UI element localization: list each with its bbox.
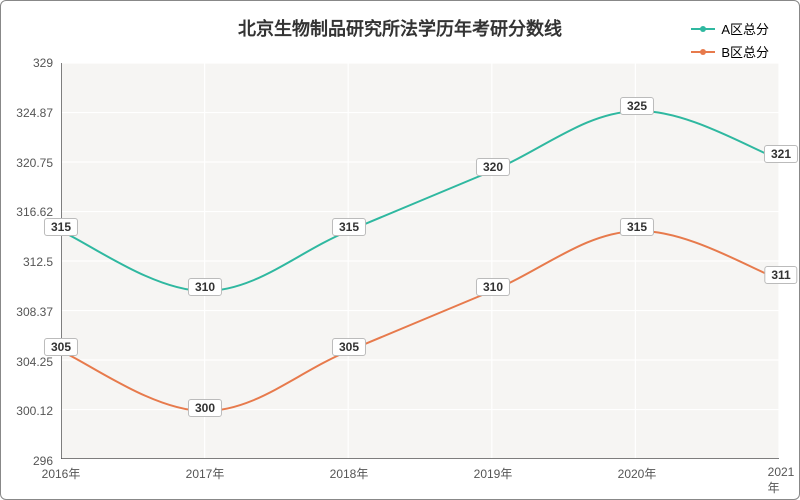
legend: A区总分 B区总分 (691, 19, 769, 65)
point-label: 310 (476, 278, 510, 296)
x-tick-label: 2021年 (768, 459, 795, 496)
legend-swatch-a (691, 28, 715, 30)
y-tick-label: 329 (33, 56, 61, 70)
legend-item-b: B区总分 (691, 42, 769, 61)
chart-container: 北京生物制品研究所法学历年考研分数线 A区总分 B区总分 296300.1230… (0, 0, 800, 500)
point-label: 305 (44, 338, 78, 356)
x-tick-label: 2017年 (186, 459, 225, 482)
legend-dot-a (700, 26, 706, 32)
plot-area: 296300.12304.25308.37312.5316.62320.7532… (61, 63, 779, 459)
x-tick-label: 2019年 (474, 459, 513, 482)
legend-label-a: A区总分 (721, 19, 769, 38)
y-tick-label: 304.25 (16, 355, 61, 369)
legend-label-b: B区总分 (721, 42, 769, 61)
chart-title: 北京生物制品研究所法学历年考研分数线 (1, 15, 799, 41)
point-label: 310 (188, 278, 222, 296)
point-label: 300 (188, 399, 222, 417)
x-tick-label: 2016年 (42, 459, 81, 482)
point-label: 315 (620, 218, 654, 236)
legend-swatch-b (691, 51, 715, 53)
legend-dot-b (700, 49, 706, 55)
point-label: 305 (332, 338, 366, 356)
x-tick-label: 2020年 (618, 459, 657, 482)
point-label: 325 (620, 97, 654, 115)
y-tick-label: 324.87 (16, 106, 61, 120)
x-tick-label: 2018年 (330, 459, 369, 482)
legend-item-a: A区总分 (691, 19, 769, 38)
y-tick-label: 308.37 (16, 305, 61, 319)
y-tick-label: 300.12 (16, 404, 61, 418)
point-label: 320 (476, 158, 510, 176)
point-label: 315 (44, 218, 78, 236)
y-tick-label: 320.75 (16, 156, 61, 170)
point-label: 311 (764, 266, 797, 284)
y-tick-label: 312.5 (23, 255, 61, 269)
point-label: 315 (332, 218, 366, 236)
point-label: 321 (764, 145, 798, 163)
